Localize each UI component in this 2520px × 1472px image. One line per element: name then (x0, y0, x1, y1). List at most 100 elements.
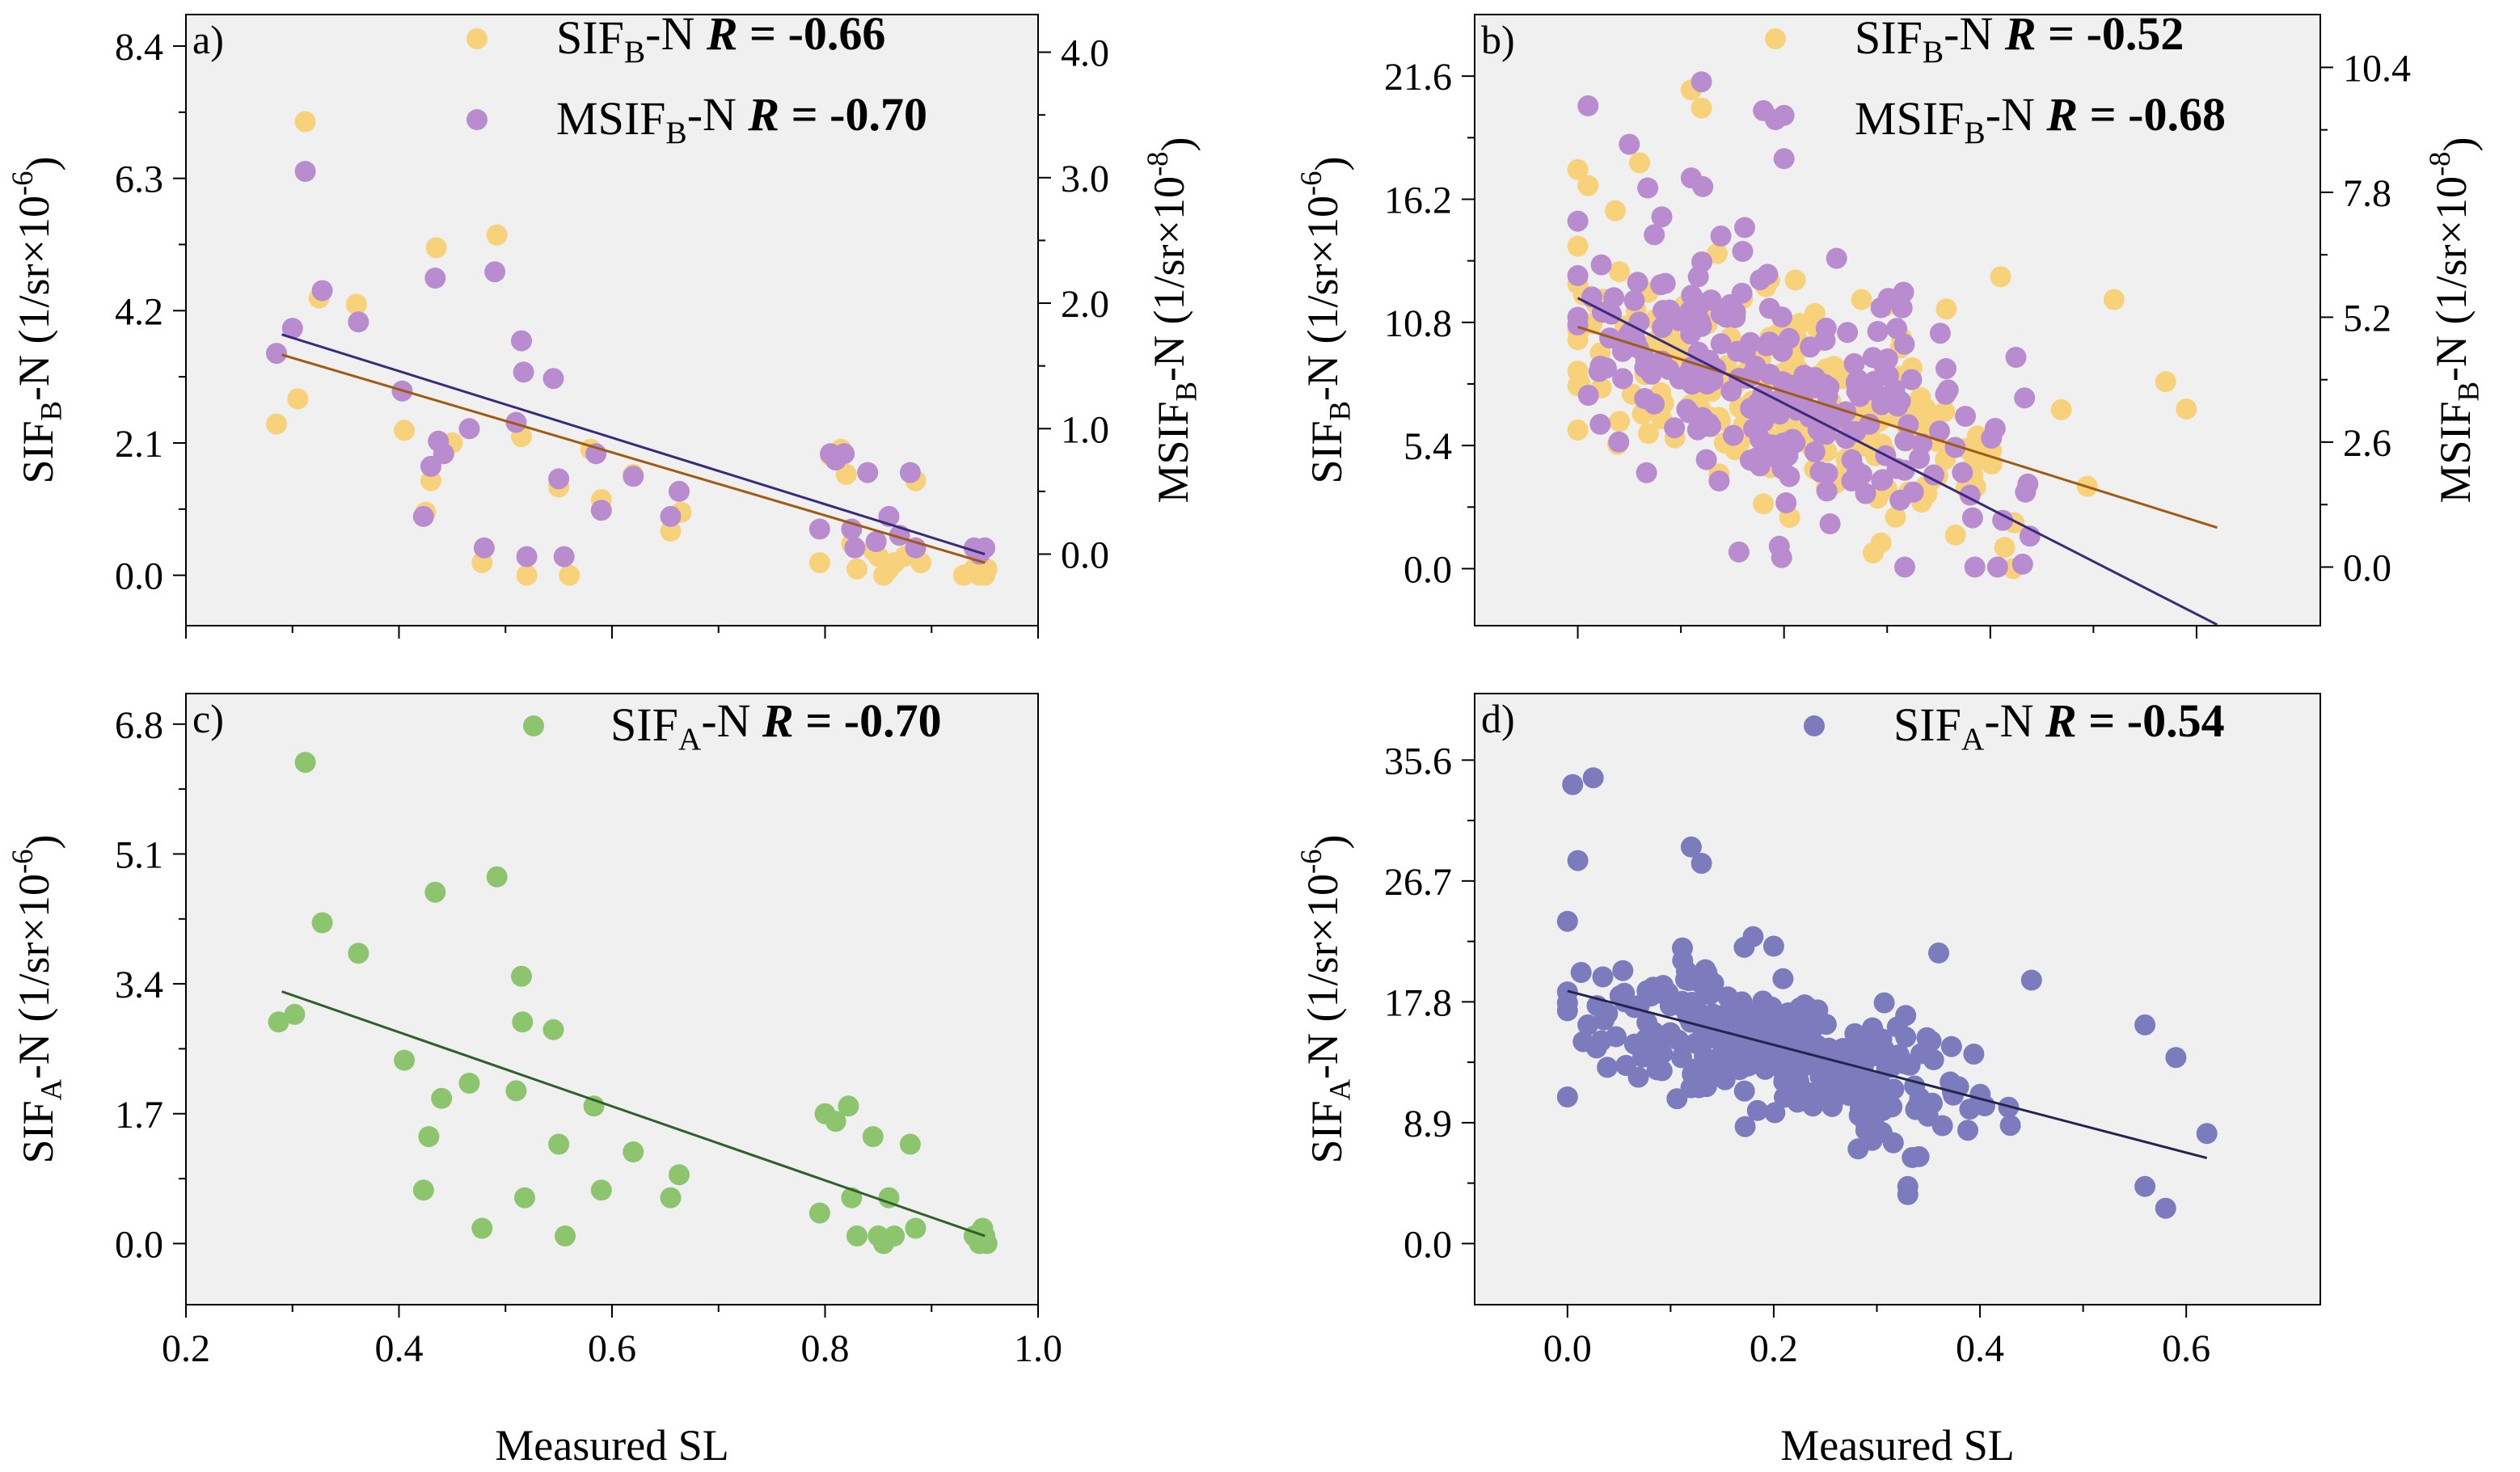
legend-text-a-1-main: MSIF (556, 92, 665, 145)
legend-text-a-1-r-label: R (747, 88, 779, 141)
legend-text-a-0-space (694, 7, 707, 60)
point-a-s0-2 (294, 111, 316, 133)
point-d-s0-308 (2020, 969, 2042, 991)
panel-label-b: b) (1481, 17, 1515, 62)
point-a-s1-18 (542, 368, 564, 390)
point-b-s1-115 (1887, 395, 1909, 417)
point-d-s0-284 (1809, 1066, 1831, 1087)
point-b-s1-100 (1750, 269, 1771, 291)
point-a-s1-26 (808, 518, 830, 540)
legend-text-a-1: MSIFB-N R = -0.70 (556, 88, 927, 150)
point-b-s1-218 (1817, 462, 1838, 484)
y-axis-label-a-close: ) (18, 156, 66, 171)
point-b-s1-132 (1728, 541, 1750, 563)
point-b-s1-221 (1911, 433, 1933, 454)
y-tick-label-b-2: 10.8 (1384, 302, 1452, 345)
point-c-s0-7 (418, 1126, 440, 1148)
point-b-s1-227 (1659, 299, 1681, 321)
legend-text-c-0-subscript: A (678, 721, 702, 757)
point-b-s1-208 (1708, 470, 1730, 491)
point-b-s1-235 (1590, 254, 1612, 276)
point-b-s1-118 (1992, 509, 2014, 531)
point-b-s1-216 (1740, 331, 1762, 353)
y-axis-label-b-close: ) (1306, 156, 1355, 171)
point-b-s0-228 (1567, 235, 1589, 257)
legend-text-b-1-subscript: B (1964, 115, 1985, 150)
point-b-s0-54 (1910, 386, 1931, 408)
point-b-s1-12 (1637, 177, 1659, 199)
point-b-s1-79 (1636, 462, 1657, 483)
point-b-s1-188 (1884, 378, 1906, 400)
x-tick-label-d-3: 0.6 (2162, 1327, 2210, 1370)
point-b-s1-240 (1577, 95, 1599, 116)
point-b-s1-147 (1758, 331, 1780, 353)
y-axis-label-b-superscript: -6 (1294, 171, 1328, 196)
y-tick-label-a-3: 6.3 (115, 158, 163, 201)
point-a-s1-1 (281, 318, 303, 340)
legend-text-d-0-tail: -N (1984, 694, 2045, 747)
point-d-s0-145 (1612, 960, 1634, 981)
point-b-s0-6 (1994, 537, 2016, 559)
y2-axis-label-b-close: ) (2435, 137, 2484, 151)
point-c-s0-19 (555, 1225, 576, 1246)
point-d-s0-250 (1902, 1147, 1923, 1168)
point-a-s0-19 (660, 521, 682, 542)
point-b-s1-153 (1768, 535, 1790, 557)
data-layer-b (1567, 71, 2218, 626)
point-b-s1-145 (1652, 317, 1674, 339)
y-tick-label-b-1: 5.4 (1404, 425, 1452, 468)
point-c-s0-15 (512, 1011, 534, 1033)
y-tick-label-a-1: 2.1 (115, 423, 163, 466)
point-c-s0-18 (548, 1133, 570, 1155)
point-a-s1-22 (590, 500, 612, 521)
point-d-s0-84 (1916, 1027, 1938, 1048)
point-d-s0-290 (1730, 1024, 1752, 1046)
fit-line-c-s0 (281, 990, 986, 1238)
point-b-s1-166 (1937, 379, 1959, 401)
y-axis-label-c-subscript: A (34, 1078, 67, 1100)
y-tick-label-c-1: 1.7 (115, 1094, 163, 1137)
point-b-s0-199 (1753, 493, 1775, 515)
point-d-s0-287 (1774, 1056, 1796, 1078)
point-b-s1-143 (1758, 364, 1780, 385)
point-b-s1-152 (1695, 449, 1717, 470)
y-axis-label-c-close: ) (18, 834, 66, 849)
point-b-s0-73 (1870, 532, 1892, 554)
point-d-s0-241 (1675, 960, 1697, 982)
point-c-s0-22 (623, 1141, 644, 1162)
point-b-s0-184 (1885, 506, 1906, 528)
point-a-s0-1 (287, 388, 309, 410)
point-c-s0-27 (825, 1111, 846, 1132)
point-c-s0-3 (311, 912, 333, 934)
y2-axis-label-b-main: MSIF (2431, 401, 2480, 503)
point-d-s0-206 (1873, 992, 1895, 1014)
legend-text-d-0-main: SIF (1893, 698, 1961, 751)
legend-text-d-0-subscript: A (1961, 721, 1985, 757)
point-b-s1-144 (1644, 224, 1665, 246)
data-layer-a (266, 111, 998, 586)
y2-axis-label-b: MSIFB-N (1/sr×10-8) (2423, 137, 2484, 503)
point-b-s1-246 (1619, 133, 1640, 155)
point-d-s0-312 (2134, 1175, 2156, 1197)
point-b-s1-210 (2015, 481, 2037, 503)
point-d-s0-224 (1963, 1044, 1985, 1065)
y-axis-label-c-superscript: -6 (6, 849, 39, 874)
point-c-s0-16 (514, 1187, 535, 1208)
legend-text-a-0-tail: -N (645, 7, 694, 60)
point-a-s1-25 (669, 480, 690, 502)
y-axis-label-b-subscript: B (1323, 401, 1356, 421)
fit-line-b-s1 (1577, 297, 2218, 626)
point-d-s0-301 (1582, 767, 1604, 789)
point-b-s1-211 (1720, 293, 1741, 315)
point-b-s1-219 (1929, 420, 1950, 442)
point-c-s0-34 (878, 1187, 900, 1208)
point-a-s1-23 (623, 466, 644, 487)
y-axis-label-d-tail: -N (1/sr×10 (1298, 874, 1347, 1079)
legend-text-b-0-subscript: B (1923, 34, 1944, 70)
y2-tick-label-a-3: 3.0 (1061, 158, 1109, 200)
point-b-s1-244 (1773, 148, 1795, 170)
point-b-s1-179 (1870, 297, 1892, 318)
point-d-s0-306 (1762, 935, 1784, 957)
point-b-s1-76 (1689, 294, 1711, 316)
